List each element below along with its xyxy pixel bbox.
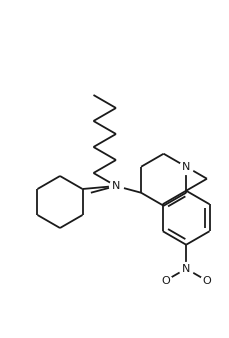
- Text: N: N: [182, 264, 190, 274]
- Text: O: O: [203, 276, 211, 286]
- Text: N: N: [112, 181, 120, 191]
- Text: O: O: [161, 276, 170, 286]
- Text: N: N: [182, 162, 190, 172]
